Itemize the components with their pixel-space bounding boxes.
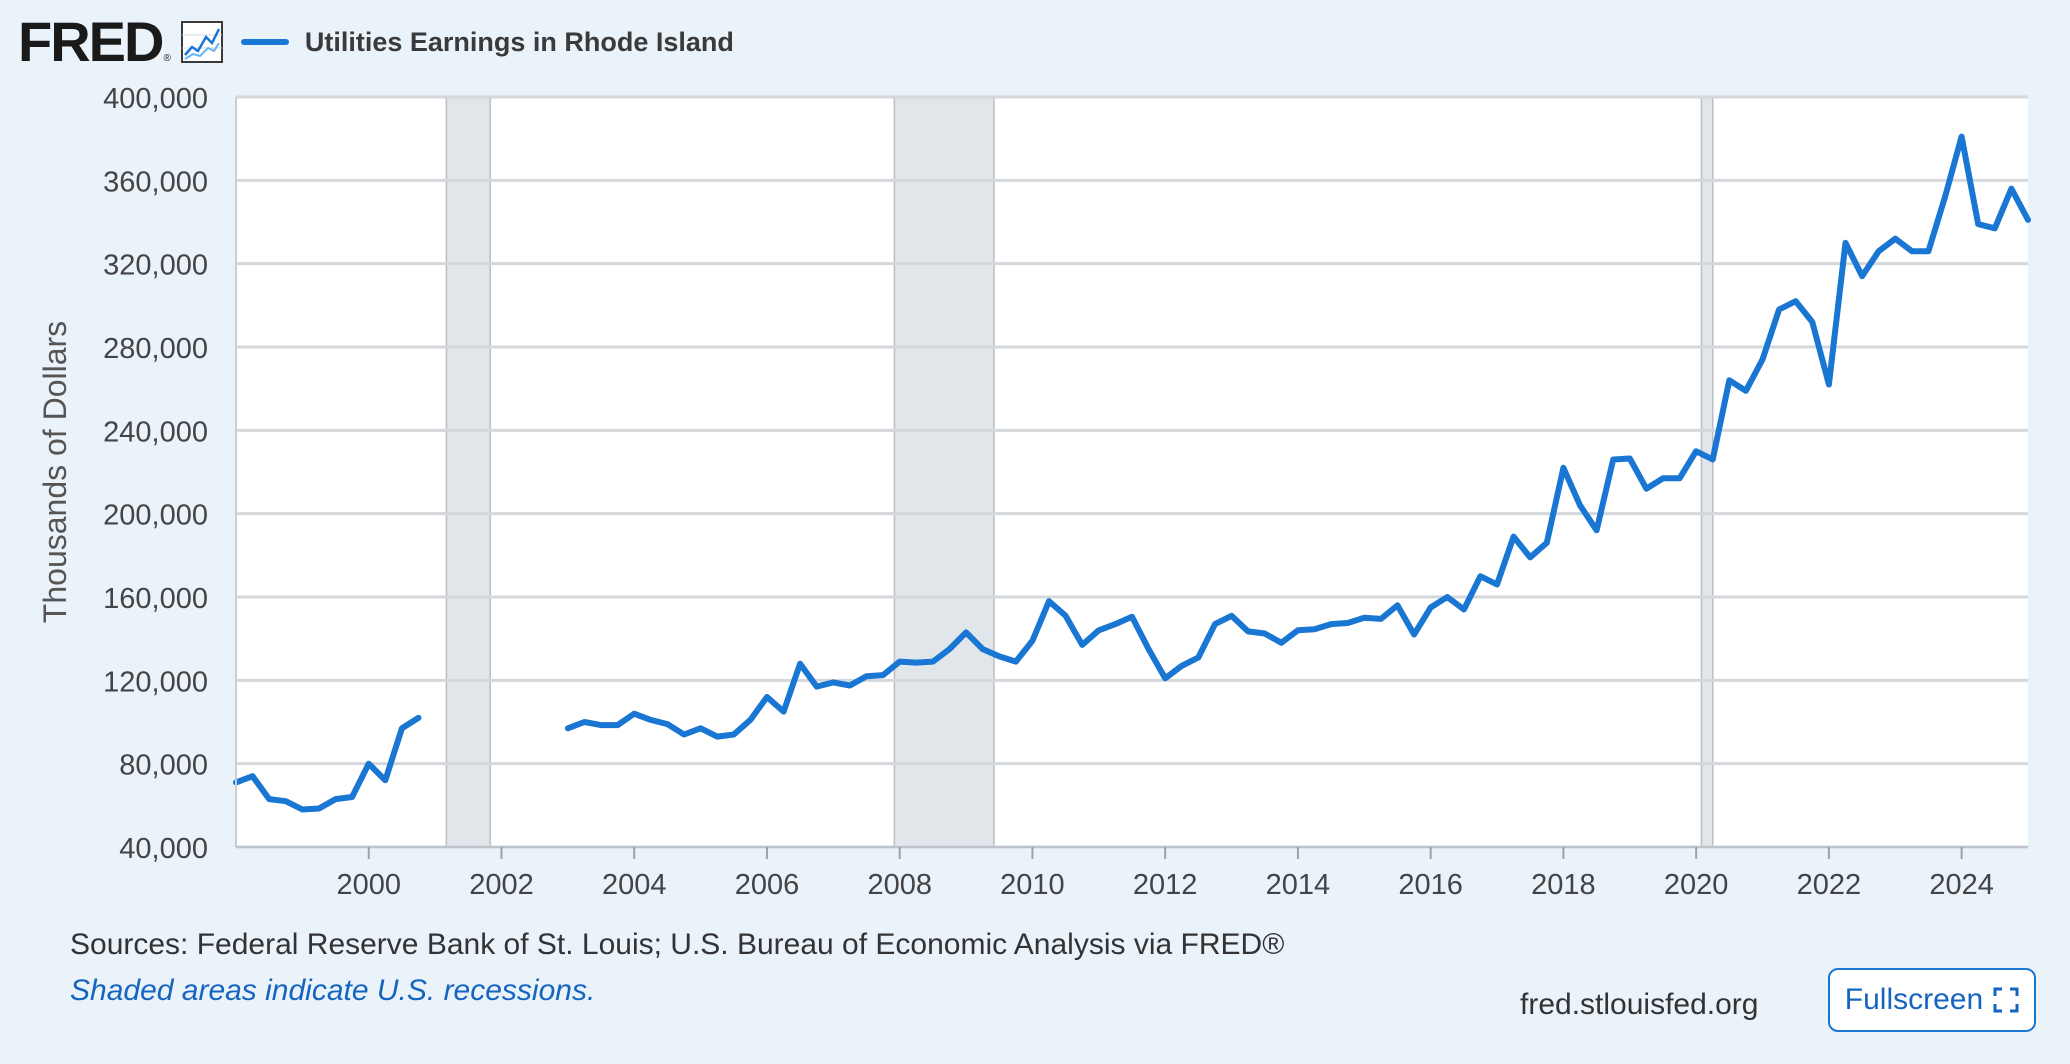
fullscreen-label: Fullscreen <box>1844 983 1984 1016</box>
recession-note: Shaded areas indicate U.S. recessions. <box>70 974 596 1007</box>
recession-band-2 <box>1700 96 1714 848</box>
y-tick-label: 240,000 <box>103 416 208 448</box>
line-graph-icon[interactable] <box>180 21 223 63</box>
fred-registered-mark: ® <box>163 53 171 64</box>
y-axis-label: Thousands of Dollars <box>37 321 73 623</box>
series-segment-1[interactable] <box>564 133 2031 740</box>
y-tick-label: 160,000 <box>103 583 208 615</box>
x-tick-label: 2012 <box>1133 869 1198 900</box>
recession-band-0 <box>445 96 491 848</box>
fred-url[interactable]: fred.stlouisfed.org <box>1520 988 1759 1021</box>
y-tick-label: 200,000 <box>103 500 208 532</box>
x-tick-label: 2010 <box>1000 869 1065 900</box>
x-tick-label: 2016 <box>1398 869 1463 900</box>
x-tick-label: 2008 <box>867 869 932 900</box>
sources-note: Sources: Federal Reserve Bank of St. Lou… <box>70 928 1285 961</box>
y-tick-label: 40,000 <box>119 833 208 865</box>
y-tick-labels: 40,000 80,000 120,000 160,000 200,000 240,000… <box>103 83 208 865</box>
line-chart: 40,000 80,000 120,000 160,000 200,000 240,000… <box>37 83 2031 900</box>
expand-icon <box>1993 987 2019 1013</box>
x-tick-labels: 2000 2002 2004 2006 2008 2010 2012 2014 2016 2018… <box>336 847 1994 900</box>
x-tick-label: 2000 <box>336 869 401 900</box>
series-line[interactable] <box>233 133 2031 813</box>
y-tick-label: 360,000 <box>103 166 208 198</box>
y-tick-label: 120,000 <box>103 666 208 698</box>
x-tick-label: 2014 <box>1266 869 1331 900</box>
legend-series-swatch <box>240 39 289 45</box>
recession-band-1 <box>893 96 995 848</box>
x-tick-label: 2006 <box>735 869 800 900</box>
x-tick-label: 2022 <box>1797 869 1862 900</box>
axes <box>235 97 2028 848</box>
x-tick-label: 2004 <box>602 869 667 900</box>
x-tick-label: 2002 <box>469 869 534 900</box>
x-tick-label: 2024 <box>1929 869 1994 900</box>
y-tick-label: 320,000 <box>103 250 208 282</box>
y-tick-label: 400,000 <box>103 83 208 115</box>
series-segment-0[interactable] <box>233 714 422 813</box>
plot-background <box>236 97 2028 847</box>
fullscreen-button[interactable]: Fullscreen <box>1828 968 2036 1032</box>
y-tick-label: 280,000 <box>103 333 208 365</box>
y-tick-label: 80,000 <box>119 750 208 782</box>
recession-shading <box>445 96 1714 848</box>
fred-logo[interactable]: FRED <box>18 10 164 73</box>
x-tick-label: 2018 <box>1531 869 1596 900</box>
x-tick-label: 2020 <box>1664 869 1729 900</box>
legend-series-label[interactable]: Utilities Earnings in Rhode Island <box>304 26 734 57</box>
graph-header: FRED ® Utilities Earnings in Rhode Islan… <box>18 14 734 70</box>
